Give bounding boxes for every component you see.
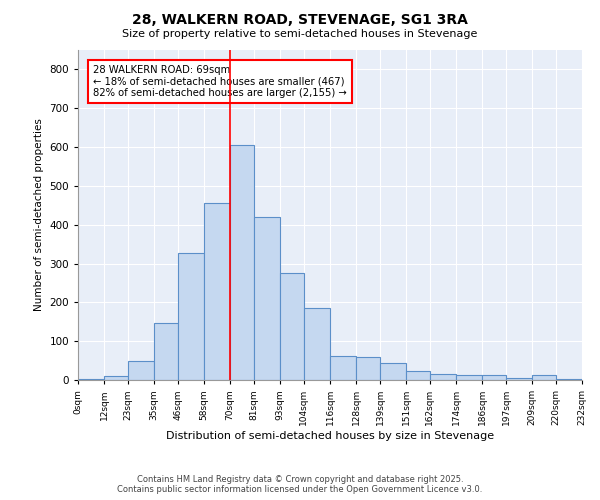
- Text: 28, WALKERN ROAD, STEVENAGE, SG1 3RA: 28, WALKERN ROAD, STEVENAGE, SG1 3RA: [132, 12, 468, 26]
- Bar: [532, 376, 556, 380]
- Bar: [230, 145, 254, 380]
- Bar: [304, 308, 330, 380]
- Text: 28 WALKERN ROAD: 69sqm
← 18% of semi-detached houses are smaller (467)
82% of se: 28 WALKERN ROAD: 69sqm ← 18% of semi-det…: [93, 65, 347, 98]
- Bar: [254, 217, 280, 380]
- Bar: [556, 379, 582, 380]
- Bar: [330, 356, 356, 380]
- X-axis label: Distribution of semi-detached houses by size in Stevenage: Distribution of semi-detached houses by …: [166, 431, 494, 441]
- Bar: [104, 376, 128, 380]
- Bar: [406, 372, 430, 380]
- Text: Size of property relative to semi-detached houses in Stevenage: Size of property relative to semi-detach…: [122, 29, 478, 39]
- Bar: [280, 273, 304, 380]
- Bar: [356, 358, 380, 380]
- Bar: [78, 379, 104, 380]
- Bar: [506, 378, 532, 380]
- Text: Contains HM Land Registry data © Crown copyright and database right 2025.
Contai: Contains HM Land Registry data © Crown c…: [118, 474, 482, 494]
- Bar: [154, 322, 178, 380]
- Bar: [204, 204, 230, 380]
- Bar: [482, 376, 506, 380]
- Bar: [380, 362, 406, 380]
- Bar: [178, 252, 204, 380]
- Bar: [128, 360, 154, 380]
- Y-axis label: Number of semi-detached properties: Number of semi-detached properties: [34, 118, 44, 312]
- Bar: [456, 376, 482, 380]
- Bar: [430, 374, 456, 380]
